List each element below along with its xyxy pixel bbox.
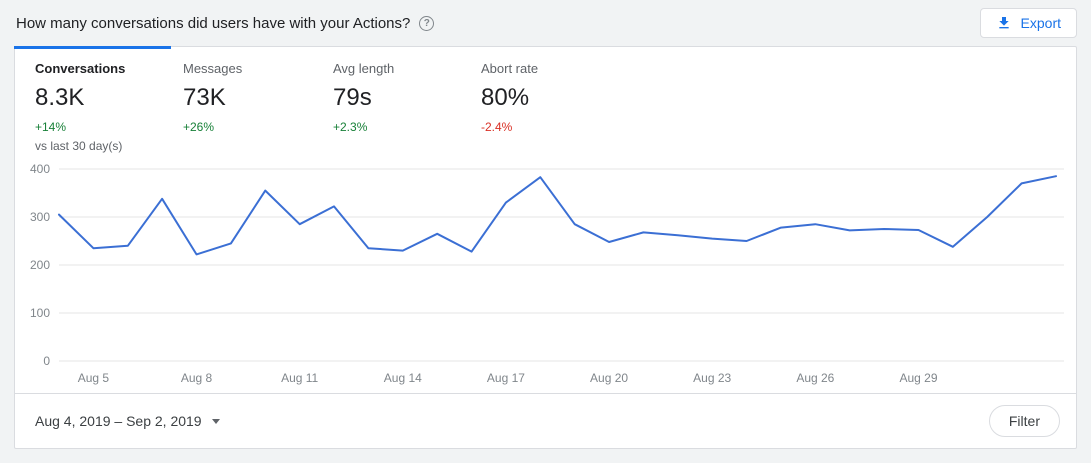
- active-tab-indicator: [14, 46, 171, 49]
- stat-value: 79s: [333, 84, 372, 111]
- filter-button[interactable]: Filter: [988, 405, 1060, 437]
- export-button[interactable]: Export: [979, 8, 1077, 38]
- page-title: How many conversations did users have wi…: [16, 14, 411, 32]
- x-axis-tick-label: Aug 8: [181, 371, 213, 385]
- analytics-card: Conversations 8.3K +14% vs last 30 day(s…: [14, 46, 1077, 449]
- stat-value: 80%: [481, 84, 530, 111]
- tab-avg-length[interactable]: Avg length 79s +2.3%: [333, 61, 481, 153]
- y-axis-tick-label: 300: [30, 210, 50, 224]
- date-range-selector[interactable]: Aug 4, 2019 – Sep 2, 2019: [35, 413, 220, 429]
- header: How many conversations did users have wi…: [0, 0, 1091, 46]
- tab-conversations[interactable]: Conversations 8.3K +14% vs last 30 day(s…: [35, 61, 183, 153]
- stat-label: Abort rate: [481, 61, 539, 76]
- stat-comparison-note: vs last 30 day(s): [35, 139, 123, 153]
- stat-delta: +26%: [183, 120, 215, 134]
- stat-delta: +14%: [35, 120, 67, 134]
- chart-line-series: [58, 175, 1057, 256]
- card-footer: Aug 4, 2019 – Sep 2, 2019 Filter: [15, 393, 1076, 448]
- y-axis-tick-label: 0: [43, 354, 50, 368]
- stat-delta: +2.3%: [333, 120, 368, 134]
- tab-abort-rate[interactable]: Abort rate 80% -2.4%: [481, 61, 538, 153]
- help-icon[interactable]: ?: [419, 15, 435, 31]
- y-axis-tick-label: 200: [30, 258, 50, 272]
- x-axis-tick-label: Aug 5: [78, 371, 110, 385]
- download-icon: [996, 15, 1012, 31]
- stat-value: 8.3K: [35, 84, 85, 111]
- x-axis-tick-label: Aug 17: [487, 371, 525, 385]
- x-axis-tick-label: Aug 14: [384, 371, 422, 385]
- stats-row: Conversations 8.3K +14% vs last 30 day(s…: [15, 47, 1076, 153]
- y-axis-tick-label: 400: [30, 162, 50, 176]
- x-axis-tick-label: Aug 11: [281, 371, 318, 385]
- conversations-line-chart[interactable]: 0 100 200 300 400 Aug 5 Aug 8 Aug 11 Aug 14 Aug 1…: [15, 157, 1074, 391]
- date-range-label: Aug 4, 2019 – Sep 2, 2019: [35, 413, 202, 429]
- chevron-down-icon: [211, 418, 220, 424]
- x-axis-tick-label: Aug 23: [693, 371, 731, 385]
- x-axis-tick-label: Aug 29: [899, 371, 937, 385]
- stat-value: 73K: [183, 84, 226, 111]
- x-axis-tick-label: Aug 26: [796, 371, 834, 385]
- title-wrap: How many conversations did users have wi…: [16, 14, 435, 32]
- stat-label: Messages: [183, 61, 243, 76]
- chart-area[interactable]: 0 100 200 300 400 Aug 5 Aug 8 Aug 11 Aug 14 Aug 1…: [15, 157, 1076, 391]
- export-button-label: Export: [1020, 15, 1061, 31]
- stat-label: Conversations: [35, 61, 126, 76]
- y-axis-tick-label: 100: [30, 306, 50, 320]
- stat-delta: -2.4%: [481, 120, 513, 134]
- stat-label: Avg length: [333, 61, 395, 76]
- x-axis-tick-label: Aug 20: [590, 371, 628, 385]
- tab-messages[interactable]: Messages 73K +26%: [183, 61, 333, 153]
